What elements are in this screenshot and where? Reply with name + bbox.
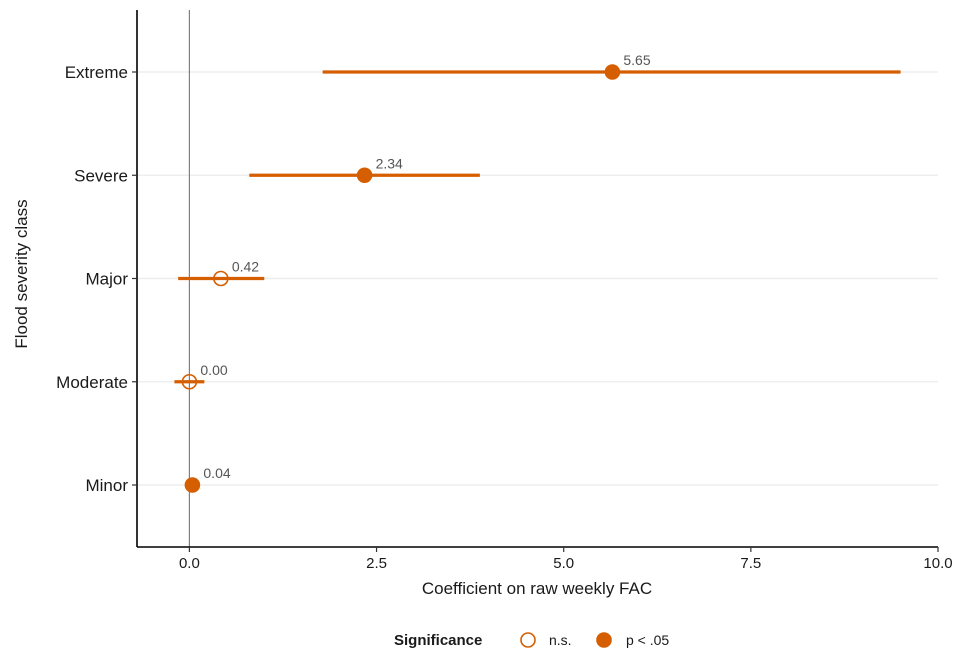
x-axis-ticks: 0.0 2.5 5.0 7.5 10.0: [179, 547, 953, 572]
y-tick-label-major: Major: [85, 270, 128, 289]
legend-title: Significance: [394, 632, 482, 649]
y-axis-ticks: Minor Moderate Major Severe Extreme: [56, 63, 137, 495]
x-axis-title: Coefficient on raw weekly FAC: [422, 579, 652, 598]
data-labels: 0.04 0.00 0.42 2.34 5.65: [200, 52, 650, 481]
confidence-intervals: [174, 70, 901, 384]
point-estimates: [181, 64, 621, 493]
legend-marker-sig: [596, 632, 612, 648]
x-tick-label-2: 5.0: [553, 555, 574, 572]
data-label-major: 0.42: [232, 259, 259, 275]
point-extreme: [604, 64, 621, 80]
point-moderate: [181, 373, 198, 390]
y-tick-label-extreme: Extreme: [65, 63, 128, 82]
data-label-severe: 2.34: [376, 155, 403, 171]
y-tick-label-severe: Severe: [74, 166, 128, 185]
legend-label-ns: n.s.: [549, 632, 572, 648]
legend-marker-ns: [520, 632, 536, 648]
point-severe: [356, 167, 373, 184]
point-major: [213, 270, 229, 287]
data-label-moderate: 0.00: [200, 362, 227, 378]
y-tick-label-moderate: Moderate: [56, 373, 128, 392]
point-minor: [184, 477, 201, 493]
x-tick-label-0: 0.0: [179, 555, 200, 572]
data-label-minor: 0.04: [203, 465, 230, 481]
x-tick-label-1: 2.5: [366, 555, 387, 572]
legend-label-sig: p < .05: [626, 632, 669, 648]
data-label-extreme: 5.65: [623, 52, 650, 68]
x-tick-label-4: 10.0: [923, 555, 952, 572]
y-tick-label-minor: Minor: [85, 476, 128, 495]
legend: Significance n.s. p < .05: [394, 632, 669, 649]
x-tick-label-3: 7.5: [740, 555, 761, 572]
y-axis-title: Flood severity class: [12, 199, 31, 348]
